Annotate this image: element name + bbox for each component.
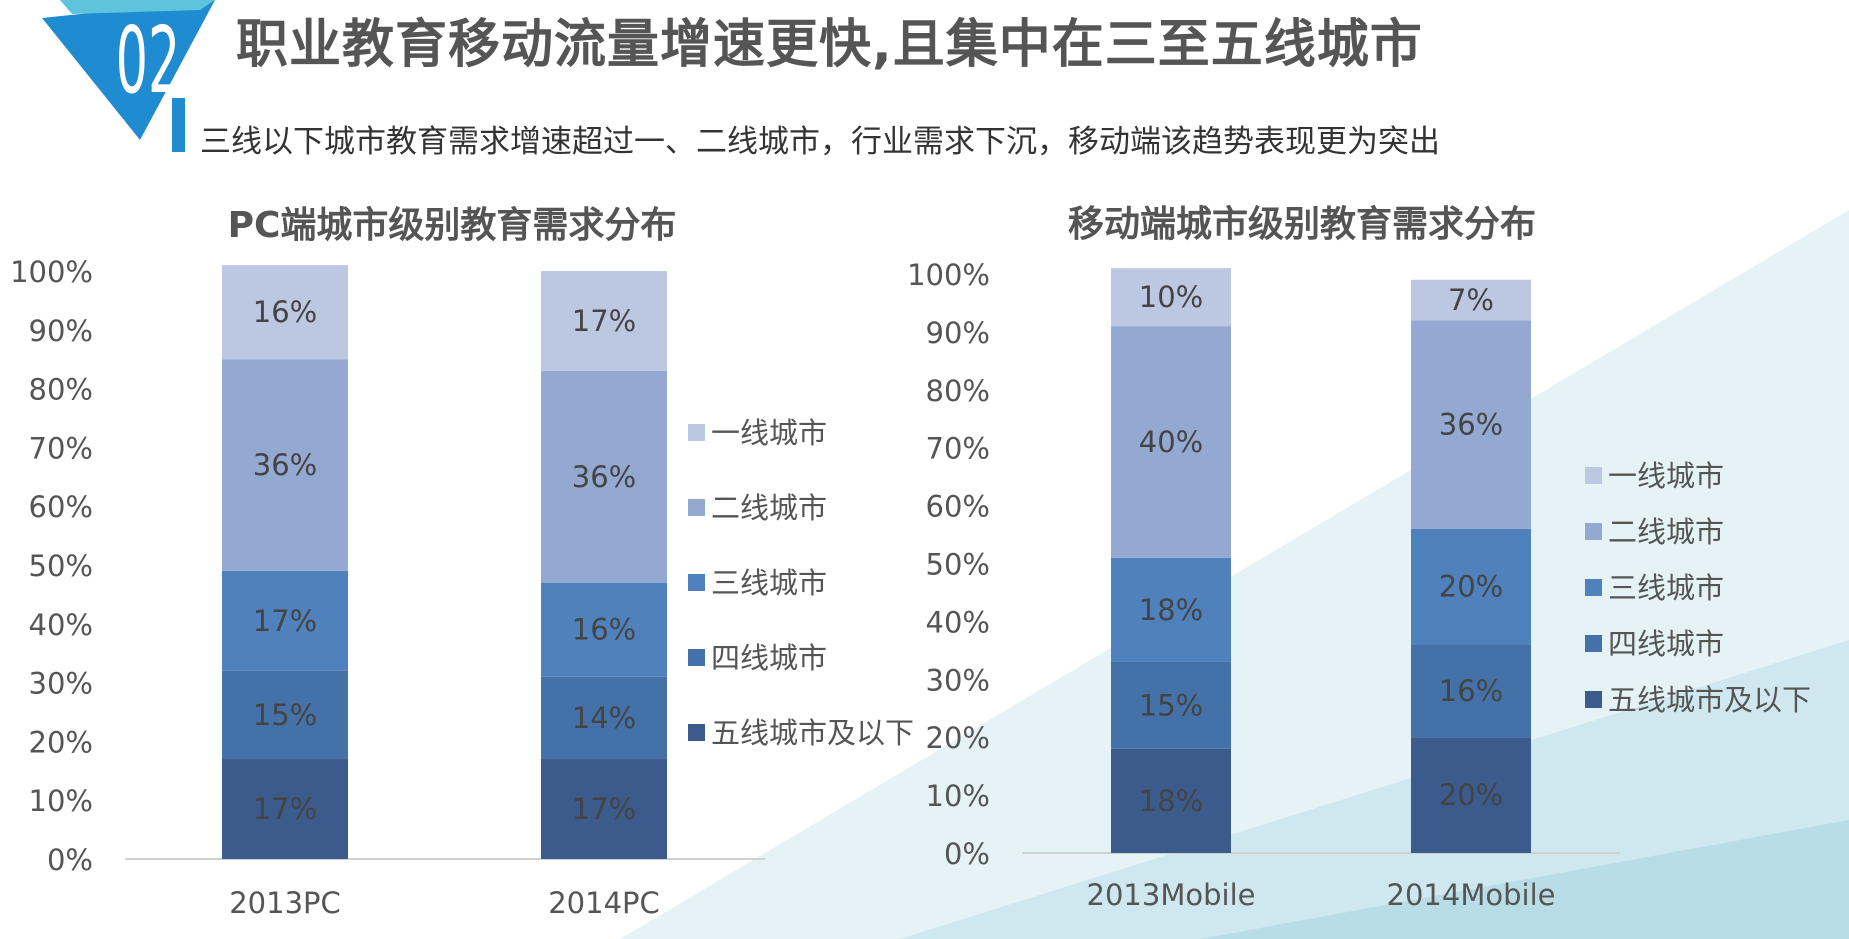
pc-y-tick-label: 40% (29, 608, 93, 642)
pc-data-label: 36% (253, 448, 317, 482)
mobile-data-label: 20% (1439, 570, 1503, 604)
pc-y-tick-label: 30% (29, 667, 93, 701)
pc-legend-swatch (688, 724, 705, 741)
pc-legend-swatch (688, 574, 705, 591)
mobile-data-label: 15% (1139, 688, 1203, 722)
pc-bar-segment (541, 582, 667, 677)
mobile-legend-swatch (1585, 579, 1602, 596)
mobile-y-tick-label: 0% (944, 837, 990, 871)
pc-legend-label: 一线城市 (711, 416, 827, 450)
pc-chart-title: PC端城市级别教育需求分布 (228, 205, 677, 246)
bg-triangle-dark (1200, 820, 1849, 939)
badge-triangle (42, 0, 215, 140)
mobile-y-tick-label: 60% (926, 490, 990, 524)
mobile-bar-segment (1411, 737, 1531, 853)
mobile-bar-segment (1111, 557, 1231, 662)
mobile-legend-label: 二线城市 (1608, 515, 1724, 549)
mobile-y-tick-label: 80% (926, 374, 990, 408)
pc-data-label: 16% (253, 295, 317, 329)
pc-data-label: 17% (253, 604, 317, 638)
mobile-bar-segment (1411, 279, 1531, 321)
pc-bar-segment (541, 370, 667, 583)
pc-y-tick-label: 70% (29, 431, 93, 465)
page-subtitle: 三线以下城市教育需求增速超过一、二线城市，行业需求下沉，移动端该趋势表现更为突出 (200, 124, 1440, 160)
pc-y-tick-label: 0% (47, 843, 93, 877)
mobile-y-tick-label: 90% (926, 316, 990, 350)
pc-data-label: 36% (572, 460, 636, 494)
mobile-y-tick-label: 30% (926, 663, 990, 697)
pc-y-tick-label: 10% (29, 784, 93, 818)
mobile-data-label: 36% (1439, 408, 1503, 442)
pc-bar-segment (541, 271, 667, 371)
pc-bar-segment (222, 359, 348, 571)
mobile-data-label: 16% (1439, 674, 1503, 708)
mobile-y-tick-label: 40% (926, 605, 990, 639)
mobile-y-tick-label: 20% (926, 721, 990, 755)
pc-legend-swatch (688, 499, 705, 516)
pc-y-tick-label: 20% (29, 725, 93, 759)
mobile-data-label: 7% (1448, 283, 1494, 317)
badge-top-strip (60, 0, 215, 14)
mobile-bar-segment (1111, 661, 1231, 749)
pc-bar-segment (222, 265, 348, 360)
pc-y-tick-label: 60% (29, 490, 93, 524)
pc-bar-segment (541, 759, 667, 859)
pc-data-label: 17% (253, 792, 317, 826)
pc-data-label: 15% (253, 698, 317, 732)
mobile-bar-segment (1411, 528, 1531, 645)
mobile-chart-title: 移动端城市级别教育需求分布 (1068, 204, 1536, 245)
mobile-y-tick-label: 100% (907, 258, 990, 292)
mobile-bar-segment (1111, 748, 1231, 853)
mobile-legend-swatch (1585, 523, 1602, 540)
pc-legend-label: 四线城市 (711, 641, 827, 675)
pc-data-label: 17% (572, 304, 636, 338)
mobile-legend-label: 三线城市 (1608, 571, 1724, 605)
pc-data-label: 14% (572, 701, 636, 735)
pc-bar-segment (541, 676, 667, 760)
mobile-legend-swatch (1585, 467, 1602, 484)
mobile-data-label: 40% (1139, 425, 1203, 459)
pc-y-tick-label: 90% (29, 314, 93, 348)
mobile-bar-segment (1111, 326, 1231, 558)
pc-legend-label: 二线城市 (711, 491, 827, 525)
mobile-data-label: 20% (1439, 778, 1503, 812)
pc-category-label: 2013PC (229, 886, 341, 920)
pc-y-tick-label: 50% (29, 549, 93, 583)
mobile-legend-label: 一线城市 (1608, 459, 1724, 493)
pc-data-label: 17% (572, 792, 636, 826)
mobile-legend-label: 五线城市及以下 (1608, 683, 1811, 717)
mobile-data-label: 18% (1139, 593, 1203, 627)
mobile-y-tick-label: 50% (926, 548, 990, 582)
mobile-category-label: 2014Mobile (1387, 878, 1556, 912)
pc-legend-label: 三线城市 (711, 566, 827, 600)
pc-legend-label: 五线城市及以下 (711, 716, 914, 750)
pc-legend-swatch (688, 424, 705, 441)
pc-bar-segment (222, 570, 348, 671)
pc-bar-segment (222, 670, 348, 760)
pc-data-label: 16% (572, 613, 636, 647)
mobile-bar-segment (1111, 268, 1231, 327)
mobile-bar-segment (1411, 644, 1531, 738)
badge-number: 02 (116, 6, 180, 114)
pc-y-tick-label: 80% (29, 373, 93, 407)
pc-category-label: 2014PC (548, 886, 660, 920)
mobile-legend-swatch (1585, 691, 1602, 708)
pc-demand-chart: PC端城市级别教育需求分布 0% 10% 20% 30% 40% 50% 60% 70% 80% 9… (10, 205, 914, 920)
mobile-legend-swatch (1585, 635, 1602, 652)
mobile-category-label: 2013Mobile (1087, 878, 1256, 912)
mobile-y-tick-label: 10% (926, 779, 990, 813)
subtitle-accent-bar (172, 98, 185, 152)
mobile-data-label: 18% (1139, 784, 1203, 818)
pc-bar-segment (222, 759, 348, 859)
mobile-bar-segment (1411, 320, 1531, 529)
pc-legend-swatch (688, 649, 705, 666)
pc-y-tick-label: 100% (10, 255, 93, 289)
mobile-legend-label: 四线城市 (1608, 627, 1724, 661)
mobile-data-label: 10% (1139, 280, 1203, 314)
page-title: 职业教育移动流量增速更快,且集中在三至五线城市 (236, 15, 1423, 75)
mobile-y-tick-label: 70% (926, 432, 990, 466)
